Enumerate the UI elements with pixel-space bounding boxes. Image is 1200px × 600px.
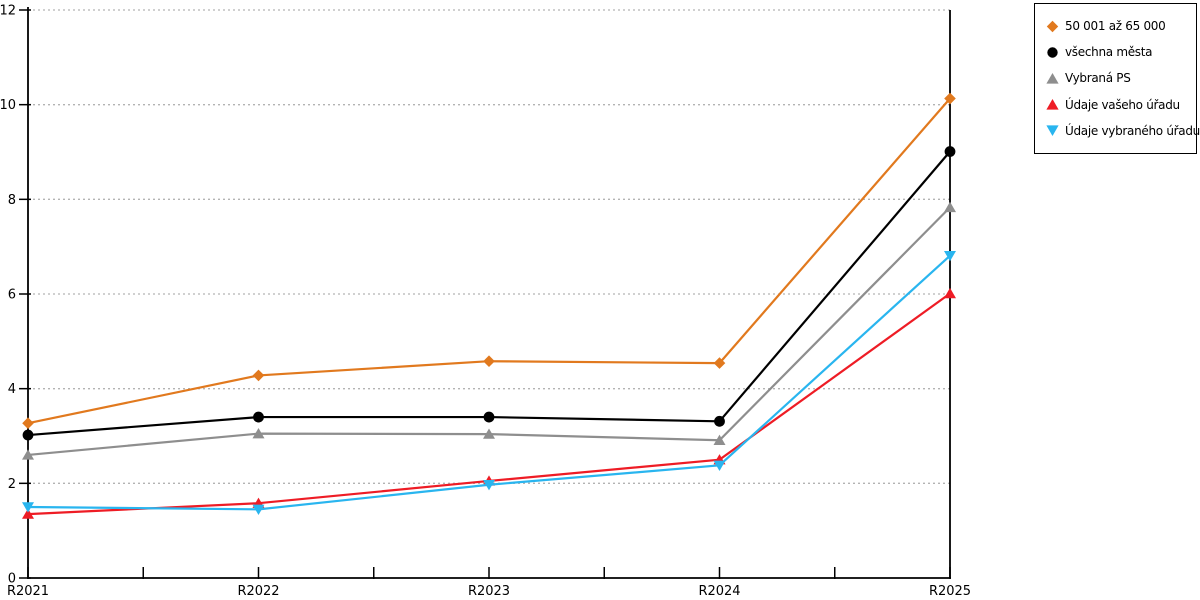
- data-point: [22, 417, 34, 430]
- data-point: [252, 504, 265, 515]
- legend-label: Údaje vašeho úřadu: [1065, 97, 1180, 112]
- data-point: [483, 355, 495, 368]
- y-tick-label: 8: [8, 193, 16, 208]
- y-tick-label: 0: [8, 572, 16, 587]
- y-tick-label: 4: [8, 382, 16, 397]
- chart-legend: 50 001 až 65 000 všechna města Vybraná P…: [1034, 3, 1200, 154]
- legend-label: všechna města: [1065, 45, 1153, 60]
- legend-item: Údaje vybraného úřadu: [1046, 124, 1200, 138]
- series-line-0: [27, 97, 951, 425]
- y-tick-label: 2: [8, 477, 16, 492]
- data-point: [252, 428, 265, 439]
- legend-label: 50 001 až 65 000: [1065, 19, 1166, 34]
- legend-marker-circle-icon: [1047, 47, 1058, 58]
- data-point: [22, 429, 34, 441]
- data-point: [253, 411, 264, 423]
- y-tick-label: 10: [0, 98, 16, 113]
- x-tick-label: R2023: [468, 584, 510, 599]
- legend-label: Vybraná PS: [1065, 71, 1131, 86]
- data-point: [714, 415, 725, 427]
- y-tick-label: 12: [0, 4, 16, 19]
- data-point: [944, 287, 956, 299]
- legend-item: všechna města: [1046, 45, 1194, 59]
- data-point: [713, 434, 726, 445]
- y-tick-label: 6: [8, 288, 16, 303]
- legend-item: Údaje vašeho úřadu: [1046, 98, 1194, 112]
- legend-marker-triangle-up-icon: [1046, 99, 1059, 110]
- x-tick-label: R2024: [698, 584, 740, 599]
- data-point: [713, 357, 726, 369]
- x-tick-label: R2022: [237, 584, 279, 599]
- data-point: [22, 508, 34, 519]
- data-point: [483, 480, 495, 491]
- data-point: [713, 460, 726, 471]
- data-point: [944, 92, 956, 105]
- data-point: [22, 449, 34, 460]
- data-point: [944, 250, 956, 262]
- data-point: [483, 411, 495, 423]
- legend-item: Vybraná PS: [1046, 71, 1194, 85]
- legend-label: Údaje vybraného úřadu: [1065, 123, 1200, 138]
- legend-marker-diamond-icon: [1046, 20, 1059, 32]
- x-tick-label: R2021: [7, 584, 49, 599]
- x-tick-label: R2025: [929, 584, 971, 599]
- data-point: [252, 369, 265, 382]
- legend-marker-triangle-up-icon: [1046, 72, 1059, 84]
- data-point: [944, 201, 956, 213]
- data-point: [483, 428, 495, 439]
- legend-item: 50 001 až 65 000: [1046, 19, 1194, 33]
- data-point: [22, 502, 34, 513]
- data-point: [944, 146, 956, 157]
- line-chart-plot: 0 2 4 6 8 10 12 R2021 R2022 R2023 R2024 R2025: [0, 4, 971, 600]
- legend-marker-triangle-down-icon: [1046, 125, 1059, 137]
